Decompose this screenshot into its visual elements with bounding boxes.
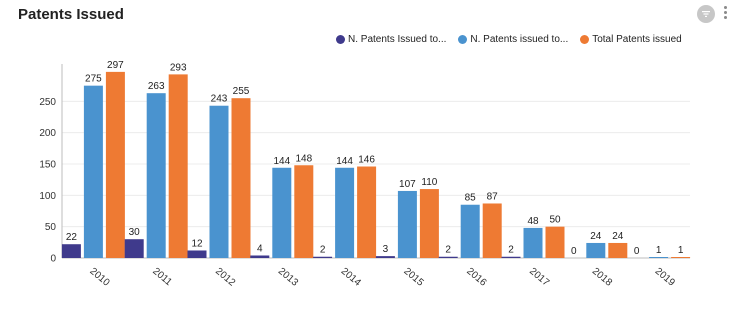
data-label: 148 bbox=[295, 153, 312, 164]
x-tick-label: 2019 bbox=[653, 266, 677, 289]
data-label: 275 bbox=[85, 74, 102, 85]
data-label: 0 bbox=[571, 246, 577, 257]
legend-label: N. Patents issued to... bbox=[470, 34, 569, 45]
data-label: 3 bbox=[383, 244, 389, 255]
data-label: 144 bbox=[273, 156, 290, 167]
x-tick-label: 2016 bbox=[464, 266, 488, 289]
data-label: 24 bbox=[590, 231, 602, 242]
bar-1-2015 bbox=[375, 256, 395, 258]
data-label: 85 bbox=[465, 193, 477, 204]
y-tick-label: 100 bbox=[39, 191, 56, 202]
data-label: 293 bbox=[170, 62, 187, 73]
data-label: 87 bbox=[487, 191, 499, 202]
data-label: 30 bbox=[129, 227, 141, 238]
chart-legend: N. Patents Issued to... N. Patents issue… bbox=[336, 34, 694, 45]
data-label: 1 bbox=[678, 245, 684, 256]
data-label: 144 bbox=[336, 156, 353, 167]
bar-1-2016 bbox=[438, 256, 458, 258]
x-tick-label: 2017 bbox=[527, 266, 551, 289]
bar-3-2010 bbox=[105, 71, 125, 258]
x-tick-label: 2013 bbox=[276, 266, 300, 289]
legend-item-series-1[interactable]: N. Patents Issued to... bbox=[336, 34, 446, 45]
legend-label: Total Patents issued bbox=[592, 34, 682, 45]
more-options-button[interactable] bbox=[722, 6, 728, 22]
data-label: 110 bbox=[421, 177, 437, 188]
data-label: 146 bbox=[358, 155, 375, 166]
data-label: 263 bbox=[148, 81, 165, 92]
chart-title: Patents Issued bbox=[18, 6, 124, 23]
data-label: 1 bbox=[656, 245, 662, 256]
data-label: 0 bbox=[634, 246, 640, 257]
bar-2-2013 bbox=[272, 167, 292, 258]
bar-2-2012 bbox=[209, 105, 229, 258]
data-label: 255 bbox=[233, 86, 250, 97]
bar-3-2015 bbox=[419, 189, 439, 258]
legend-swatch bbox=[580, 35, 590, 44]
bar-3-2012 bbox=[231, 98, 251, 258]
bar-3-2013 bbox=[294, 165, 314, 258]
bar-2-2011 bbox=[146, 93, 166, 258]
y-tick-label: 250 bbox=[39, 97, 56, 108]
bar-2-2019 bbox=[649, 257, 669, 258]
data-label: 48 bbox=[527, 216, 539, 227]
legend-item-series-3[interactable]: Total Patents issued bbox=[580, 34, 682, 45]
bar-3-2011 bbox=[168, 74, 188, 259]
y-tick-label: 200 bbox=[39, 128, 56, 139]
data-label: 22 bbox=[66, 232, 78, 243]
y-tick-label: 50 bbox=[45, 222, 57, 233]
data-label: 50 bbox=[549, 215, 561, 226]
bar-1-2014 bbox=[313, 256, 333, 258]
bar-1-2013 bbox=[250, 255, 270, 258]
bar-2-2016 bbox=[460, 204, 480, 258]
bar-2-2018 bbox=[586, 242, 606, 258]
x-tick-label: 2015 bbox=[401, 266, 425, 289]
filter-button[interactable] bbox=[697, 5, 715, 23]
bar-3-2014 bbox=[357, 166, 377, 258]
x-tick-label: 2018 bbox=[590, 266, 614, 289]
legend-label: N. Patents Issued to... bbox=[348, 34, 447, 45]
data-label: 107 bbox=[399, 179, 416, 190]
bar-1-2010 bbox=[61, 244, 81, 258]
x-tick-label: 2012 bbox=[213, 266, 237, 289]
x-tick-label: 2010 bbox=[87, 266, 111, 289]
bar-1-2011 bbox=[124, 239, 144, 258]
bar-1-2012 bbox=[187, 250, 207, 258]
bar-3-2019 bbox=[671, 257, 691, 258]
data-label: 12 bbox=[191, 238, 203, 249]
x-tick-label: 2014 bbox=[339, 266, 363, 289]
bar-3-2017 bbox=[545, 226, 565, 258]
more-vertical-icon bbox=[723, 6, 727, 9]
bar-2-2015 bbox=[397, 190, 417, 258]
legend-item-series-2[interactable]: N. Patents issued to... bbox=[458, 34, 568, 45]
y-tick-label: 0 bbox=[50, 254, 56, 265]
bar-2-2014 bbox=[335, 167, 355, 258]
data-label: 4 bbox=[257, 243, 263, 254]
legend-swatch bbox=[336, 35, 345, 44]
data-label: 2 bbox=[445, 245, 451, 256]
bar-3-2018 bbox=[608, 242, 628, 258]
data-label: 2 bbox=[508, 245, 514, 256]
x-tick-label: 2011 bbox=[150, 266, 174, 289]
data-label: 297 bbox=[107, 60, 124, 71]
bar-3-2016 bbox=[482, 203, 502, 258]
filter-icon bbox=[702, 11, 710, 17]
y-tick-label: 150 bbox=[39, 160, 56, 171]
bar-2-2010 bbox=[83, 85, 103, 259]
bar-1-2017 bbox=[501, 256, 521, 258]
data-label: 243 bbox=[211, 94, 228, 105]
legend-swatch bbox=[458, 35, 468, 44]
data-label: 24 bbox=[612, 231, 624, 242]
data-label: 2 bbox=[320, 245, 326, 256]
bar-2-2017 bbox=[523, 227, 543, 258]
